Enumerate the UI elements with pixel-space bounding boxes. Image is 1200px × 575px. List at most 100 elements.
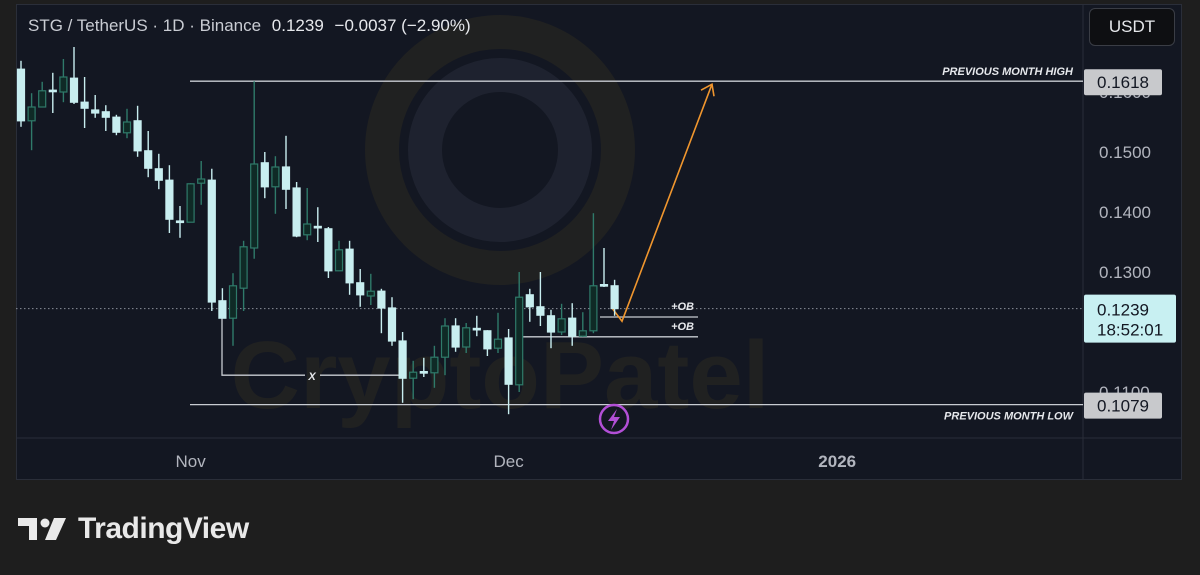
candle-body	[197, 178, 206, 184]
candle	[250, 81, 259, 259]
candle-body	[430, 356, 439, 374]
last-price-box	[1084, 294, 1176, 343]
candle-body	[59, 76, 68, 93]
candle-body	[334, 249, 344, 272]
candle	[324, 227, 333, 278]
candle	[292, 182, 301, 238]
candle	[472, 315, 481, 337]
candle-body	[356, 282, 365, 296]
candle-body	[493, 338, 503, 349]
prev-month-high-price-text: 0.1618	[1097, 73, 1149, 92]
candle	[154, 153, 163, 190]
prev-month-high-label: PREVIOUS MONTH HIGH	[942, 66, 1074, 78]
candle	[303, 188, 312, 241]
candle-body	[207, 179, 216, 303]
candle	[122, 108, 132, 139]
candle	[568, 303, 577, 346]
watermark-logo-ring	[365, 15, 635, 285]
candle-body	[377, 290, 386, 309]
candle	[260, 152, 269, 199]
candle	[451, 318, 460, 352]
lightning-glyph	[608, 409, 620, 430]
candle-body	[281, 166, 291, 190]
candle	[462, 323, 471, 353]
prev-month-low-label: PREVIOUS MONTH LOW	[944, 411, 1075, 423]
candle	[313, 207, 322, 242]
tradingview-logo[interactable]: TradingView	[18, 512, 249, 546]
candle	[112, 114, 121, 136]
candle-body	[38, 90, 47, 108]
candle	[91, 95, 100, 118]
candle-body	[419, 371, 428, 374]
candle-body	[536, 306, 545, 316]
symbol-legend[interactable]: STG / TetherUS · 1D · Binance 0.1239 −0.…	[28, 16, 471, 36]
last-price-text: 0.1239	[1097, 301, 1149, 320]
candle-body	[366, 290, 375, 297]
candle-body	[546, 315, 556, 333]
candle-body	[398, 340, 407, 379]
candle	[133, 105, 142, 157]
candle	[101, 105, 110, 131]
candle-body	[610, 285, 619, 310]
candle-body	[578, 330, 587, 337]
symbol-title: STG / TetherUS · 1D · Binance	[28, 16, 262, 35]
candle-body	[504, 337, 513, 385]
candle-body	[313, 225, 322, 229]
candle-body	[27, 106, 36, 122]
candle	[207, 168, 216, 311]
candle-body	[186, 183, 195, 223]
candle	[546, 309, 556, 349]
candle-body	[515, 296, 524, 386]
candle	[356, 269, 365, 307]
lightning-icon[interactable]	[598, 403, 630, 435]
prev-month-high-price-box	[1084, 69, 1162, 96]
candle-body	[80, 101, 89, 109]
candle-body	[589, 285, 598, 332]
candles	[16, 47, 619, 415]
candle	[218, 288, 227, 319]
candle-body	[239, 246, 248, 289]
order-block-lower-label: +OB	[671, 321, 694, 333]
candle-body	[440, 325, 450, 358]
candle	[610, 279, 619, 316]
order-block-upper-label: +OB	[671, 301, 694, 313]
candle-body	[292, 187, 301, 237]
candle-body	[48, 89, 57, 93]
candle-body	[154, 168, 163, 181]
candle-body	[165, 179, 174, 220]
candle	[69, 47, 79, 104]
candle-body	[557, 318, 566, 333]
candle	[483, 330, 492, 356]
candle	[430, 345, 439, 388]
candle-body	[16, 68, 26, 122]
candle-body	[324, 228, 333, 272]
candle-body	[133, 120, 142, 152]
projection-arrow-head	[700, 82, 715, 97]
candle-body	[599, 284, 609, 287]
candle	[239, 240, 248, 311]
time-tick: Nov	[175, 452, 206, 471]
candle	[281, 135, 291, 209]
projection-arrow	[611, 83, 713, 323]
candle-body	[271, 166, 280, 188]
currency-unit-button[interactable]: USDT	[1089, 8, 1175, 46]
drawings-layer[interactable]: PREVIOUS MONTH HIGH PREVIOUS MONTH LOW +OB…	[190, 66, 1083, 435]
time-tick: Dec	[493, 452, 524, 471]
watermark: CryptoPatel	[231, 15, 769, 429]
time-axis[interactable]: Nov Dec 2026	[175, 452, 856, 471]
candle-body	[69, 77, 79, 103]
candle-body	[175, 220, 185, 224]
time-tick: 2026	[818, 452, 856, 471]
candle	[440, 318, 450, 376]
candle-body	[91, 109, 100, 114]
candle-body	[144, 150, 153, 169]
candle	[345, 240, 354, 295]
candle-body	[122, 121, 132, 134]
candle	[228, 273, 238, 346]
candle	[366, 273, 375, 305]
x-level-label: X	[307, 371, 316, 383]
candle	[38, 81, 47, 108]
